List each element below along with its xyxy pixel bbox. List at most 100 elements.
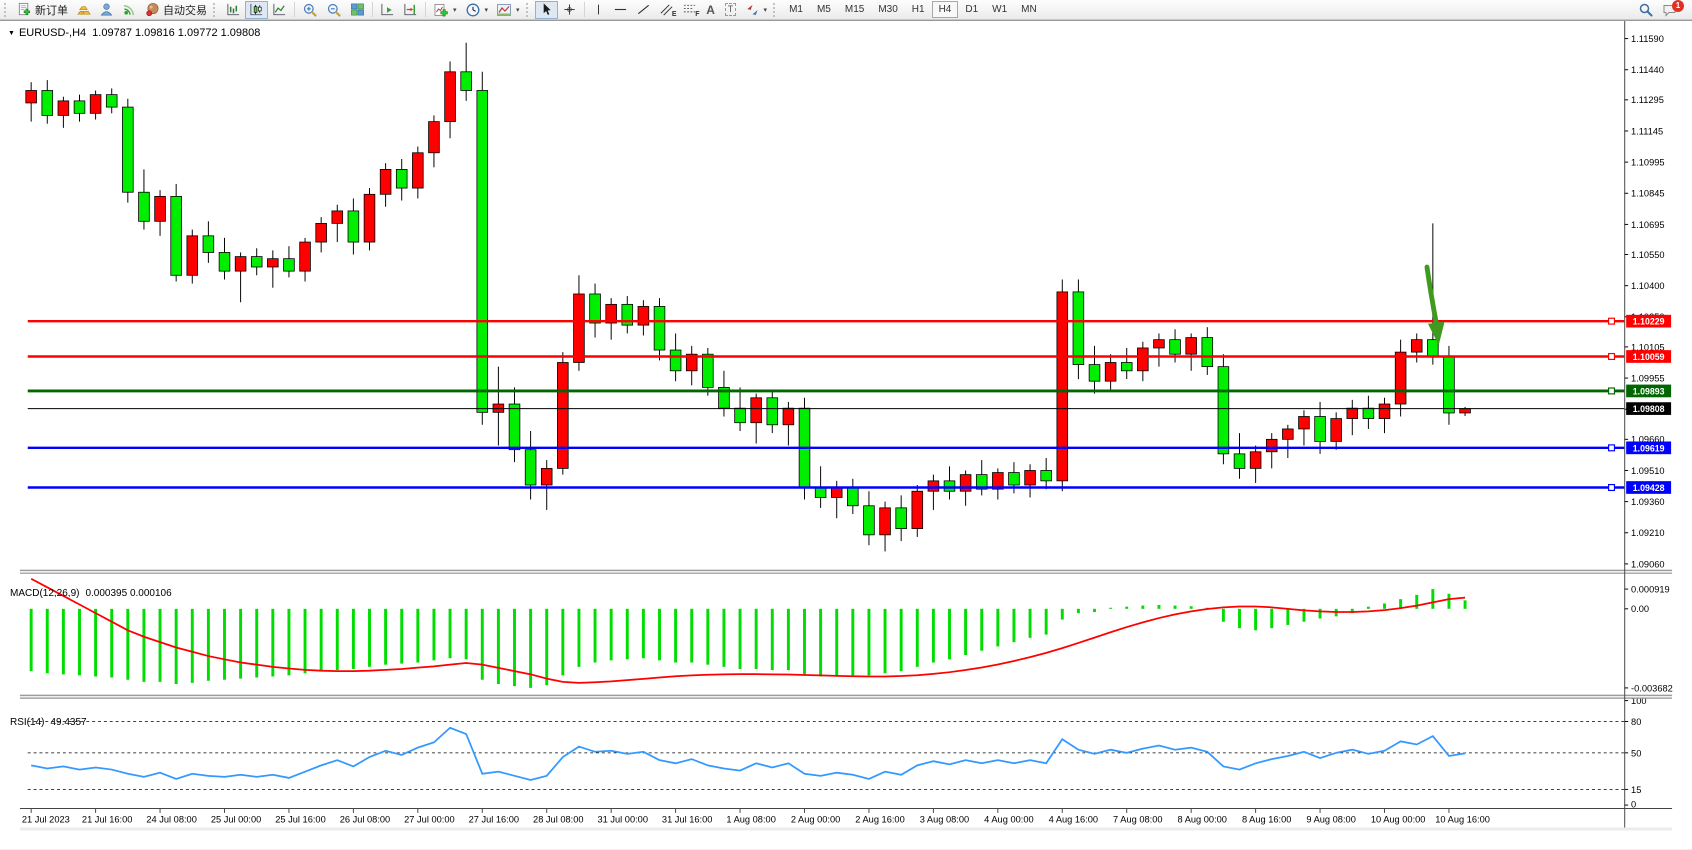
crosshair-icon <box>563 4 575 15</box>
svg-text:1.10550: 1.10550 <box>1631 250 1665 260</box>
cursor-button[interactable] <box>534 0 558 19</box>
crosshair-button[interactable] <box>558 1 581 19</box>
periods-button[interactable]: ▾ <box>461 1 493 19</box>
svg-text:1.11295: 1.11295 <box>1631 95 1664 105</box>
toolbar-grip[interactable] <box>213 2 218 17</box>
svg-text:1.09808: 1.09808 <box>1633 404 1665 414</box>
svg-text:0.00: 0.00 <box>1631 604 1649 614</box>
templates-button[interactable]: ▾ <box>492 1 524 19</box>
svg-text:2 Aug 00:00: 2 Aug 00:00 <box>791 815 840 825</box>
svg-text:1.10695: 1.10695 <box>1631 220 1665 230</box>
horizontal-line-button[interactable] <box>609 1 632 19</box>
chart-canvas[interactable]: 1.11590 1.11440 1.11295 1.11145 1.10995 1.108… <box>0 21 1692 850</box>
deposit-button[interactable] <box>72 1 95 19</box>
macd-histogram <box>29 589 1467 688</box>
symbol-label: EURUSD-,H4 <box>18 27 87 39</box>
timeframe-m15-button[interactable]: M15 <box>838 1 871 18</box>
macd-label: MACD(12,26,9) 0.000395 0.000106 <box>10 588 172 599</box>
gold-bars-icon <box>77 6 91 15</box>
fibonacci-icon <box>683 4 695 13</box>
search-button[interactable] <box>1634 1 1658 19</box>
svg-text:28 Jul 08:00: 28 Jul 08:00 <box>533 815 584 825</box>
chart-bars-button[interactable] <box>222 1 245 19</box>
auto-trading-button[interactable]: 自动交易 <box>141 1 211 19</box>
tile-windows-button[interactable] <box>346 1 369 19</box>
toolbar-grip[interactable] <box>773 2 778 17</box>
rsi-label: RSI(14) 49.4357 <box>10 717 87 728</box>
level-lines[interactable] <box>27 317 1625 492</box>
toolbar-grip[interactable] <box>525 2 531 17</box>
text-tool-button[interactable]: A <box>701 1 721 19</box>
svg-text:31 Jul 00:00: 31 Jul 00:00 <box>597 815 648 825</box>
svg-text:1.10995: 1.10995 <box>1631 158 1665 168</box>
chart-shift-button[interactable] <box>399 1 422 19</box>
svg-text:8 Aug 16:00: 8 Aug 16:00 <box>1242 815 1291 825</box>
ohlc-values: 1.09787 1.09816 1.09772 1.09808 <box>92 27 261 39</box>
chart-candles-button[interactable] <box>245 0 268 19</box>
chart-line-button[interactable] <box>268 1 291 19</box>
clock-icon <box>466 3 479 16</box>
rsi-line <box>30 726 1466 781</box>
equidistant-channel-icon <box>660 4 673 16</box>
fibonacci-button[interactable]: F <box>678 1 701 19</box>
channel-button[interactable]: E <box>655 1 678 19</box>
timeframe-d1-button[interactable]: D1 <box>958 1 985 18</box>
label-tool-button[interactable]: T <box>721 1 741 19</box>
auto-scroll-button[interactable] <box>376 1 399 19</box>
channel-letter: E <box>671 10 677 18</box>
chevron-down-icon[interactable]: ▾ <box>763 6 768 14</box>
new-order-button[interactable]: 新订单 <box>13 1 72 19</box>
svg-text:27 Jul 00:00: 27 Jul 00:00 <box>404 815 454 825</box>
svg-text:1.09619: 1.09619 <box>1633 443 1665 453</box>
new-order-icon <box>18 2 30 16</box>
symbol-expander-icon[interactable]: ▼ <box>8 30 15 37</box>
toolbar-separator <box>583 2 585 17</box>
signal-icon <box>123 5 134 16</box>
zoom-in-button[interactable] <box>298 1 322 19</box>
timeframe-m30-button[interactable]: M30 <box>871 1 904 18</box>
indicators-button[interactable]: ▾ <box>429 1 461 19</box>
svg-text:1.09060: 1.09060 <box>1631 559 1665 569</box>
timeframe-mn-button[interactable]: MN <box>1014 1 1044 18</box>
community-button[interactable] <box>95 1 118 19</box>
trendline-button[interactable] <box>632 1 655 19</box>
svg-text:8 Aug 00:00: 8 Aug 00:00 <box>1178 815 1227 825</box>
toolbar-separator <box>425 2 426 17</box>
svg-text:31 Jul 16:00: 31 Jul 16:00 <box>662 815 713 825</box>
search-icon <box>1639 3 1653 16</box>
chevron-down-icon[interactable]: ▾ <box>453 6 457 14</box>
tile-windows-icon <box>351 3 364 16</box>
annotation-arrow[interactable] <box>1424 264 1445 346</box>
signals-button[interactable] <box>118 1 141 19</box>
svg-text:25 Jul 16:00: 25 Jul 16:00 <box>275 815 326 825</box>
svg-text:1 Aug 08:00: 1 Aug 08:00 <box>726 815 775 825</box>
timeframe-m5-button[interactable]: M5 <box>810 1 838 18</box>
time-axis[interactable]: 21 Jul 2023 21 Jul 16:00 24 Jul 08:00 25 Ju… <box>22 808 1490 825</box>
zoom-out-icon <box>327 3 341 17</box>
notifications-button[interactable]: 1 <box>1658 0 1684 19</box>
auto-scroll-icon <box>381 3 394 16</box>
svg-text:15: 15 <box>1631 785 1641 795</box>
chevron-down-icon[interactable]: ▾ <box>516 6 520 14</box>
svg-text:1.10229: 1.10229 <box>1633 317 1665 327</box>
auto-trading-label: 自动交易 <box>163 4 207 17</box>
timeframe-m1-button[interactable]: M1 <box>782 1 810 18</box>
toolbar-grip[interactable] <box>4 2 9 17</box>
timeframe-h4-button[interactable]: H4 <box>931 1 959 18</box>
svg-text:1.11145: 1.11145 <box>1631 126 1663 136</box>
arrows-tool-icon <box>746 4 758 16</box>
chevron-down-icon[interactable]: ▾ <box>484 6 489 14</box>
vertical-line-button[interactable] <box>588 1 609 19</box>
svg-text:10 Aug 00:00: 10 Aug 00:00 <box>1371 815 1426 825</box>
arrows-tool-button[interactable]: ▾ <box>741 1 772 19</box>
main-toolbar: 新订单 自动交易 ▾ ▾ <box>0 0 1692 20</box>
bar-chart-icon <box>227 3 240 16</box>
timeframe-w1-button[interactable]: W1 <box>985 1 1014 18</box>
svg-text:0: 0 <box>1631 800 1636 810</box>
zoom-out-button[interactable] <box>322 1 346 19</box>
macd-name: MACD(12,26,9) <box>10 588 80 599</box>
candlestick-chart-icon <box>250 3 263 16</box>
notification-badge: 1 <box>1672 0 1684 12</box>
candlesticks <box>25 42 1471 552</box>
timeframe-h1-button[interactable]: H1 <box>905 1 932 18</box>
